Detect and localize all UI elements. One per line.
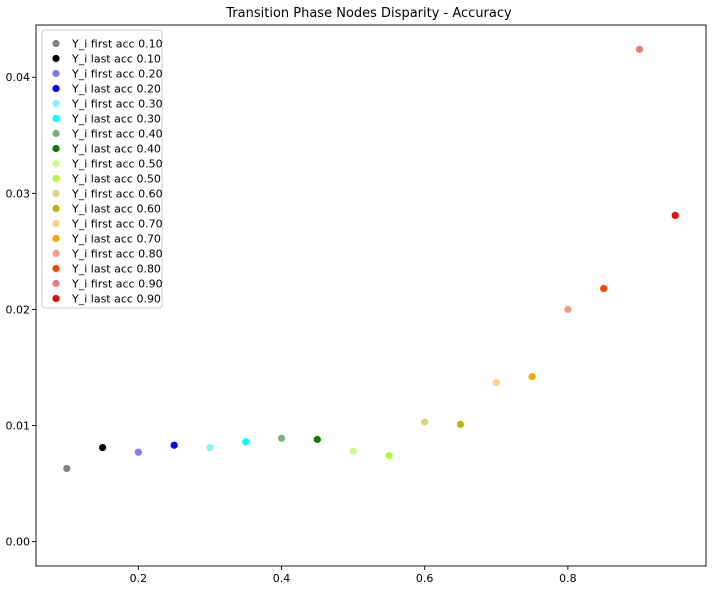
data-point [564, 305, 572, 314]
data-point [277, 434, 286, 442]
legend-label: Y_i first acc 0.40 [71, 128, 163, 141]
legend-marker [52, 129, 60, 138]
legend-label: Y_i last acc 0.60 [71, 203, 161, 216]
data-point [421, 418, 429, 426]
legend-marker [52, 279, 60, 288]
data-point [600, 284, 608, 293]
legend-marker [52, 69, 60, 78]
x-tick-label: 0.2 [130, 572, 148, 585]
data-point [206, 443, 214, 452]
data-point [528, 373, 536, 381]
legend-label: Y_i first acc 0.50 [71, 158, 163, 171]
y-tick-label: 0.04 [6, 71, 31, 84]
y-tick-label: 0.02 [6, 303, 31, 316]
y-tick-label: 0.00 [6, 536, 31, 549]
legend-label: Y_i last acc 0.90 [71, 293, 161, 306]
legend-label: Y_i last acc 0.30 [71, 113, 161, 126]
legend-marker [52, 54, 60, 63]
legend-marker [52, 84, 60, 93]
legend-label: Y_i first acc 0.30 [71, 98, 163, 111]
chart-title: Transition Phase Nodes Disparity - Accur… [225, 6, 512, 21]
data-point [349, 447, 357, 455]
data-point [635, 45, 644, 53]
legend-label: Y_i first acc 0.20 [71, 68, 163, 81]
data-point [242, 438, 250, 446]
legend-label: Y_i first acc 0.10 [71, 38, 163, 51]
legend-marker [52, 99, 60, 108]
x-tick-label: 0.4 [273, 572, 291, 585]
legend-box [41, 29, 163, 309]
legend-marker [52, 264, 60, 273]
legend-marker [52, 159, 60, 168]
legend-label: Y_i last acc 0.80 [71, 263, 161, 276]
legend-label: Y_i last acc 0.50 [71, 173, 161, 186]
legend-marker [52, 219, 60, 228]
legend-label: Y_i first acc 0.70 [71, 218, 163, 231]
legend-marker [52, 294, 60, 303]
legend-marker [52, 249, 60, 258]
x-tick-label: 0.6 [416, 572, 434, 585]
legend-label: Y_i first acc 0.90 [71, 278, 163, 291]
axes: 0.2 0.4 0.6 0.8 0.00 0.01 0.02 0.03 0.04 [6, 24, 707, 585]
legend-label: Y_i first acc 0.60 [71, 188, 163, 201]
legend-label: Y_i last acc 0.10 [71, 53, 161, 66]
legend-marker [52, 174, 60, 183]
data-point [63, 464, 71, 473]
x-tick-label: 0.8 [559, 572, 577, 585]
plot-area [63, 45, 679, 473]
axes-frame [35, 24, 707, 567]
data-point [170, 441, 178, 449]
legend-label: Y_i last acc 0.70 [71, 233, 161, 246]
data-point [671, 211, 679, 219]
legend: Y_i first acc 0.10 Y_i last acc 0.10 Y_i f… [41, 29, 163, 309]
y-tick-label: 0.01 [6, 420, 31, 433]
data-point [98, 443, 107, 452]
legend-marker [52, 39, 60, 48]
data-point [134, 448, 142, 456]
legend-label: Y_i last acc 0.20 [71, 83, 161, 96]
legend-marker [52, 234, 60, 243]
data-point [385, 452, 393, 460]
legend-marker [52, 189, 60, 198]
legend-marker [52, 204, 60, 213]
legend-marker [52, 114, 60, 123]
legend-marker [52, 144, 60, 153]
data-point [456, 420, 465, 428]
data-point [492, 378, 500, 387]
legend-label: Y_i last acc 0.40 [71, 143, 161, 156]
legend-label: Y_i first acc 0.80 [71, 248, 163, 261]
y-tick-label: 0.03 [6, 187, 31, 200]
data-point [313, 435, 321, 444]
